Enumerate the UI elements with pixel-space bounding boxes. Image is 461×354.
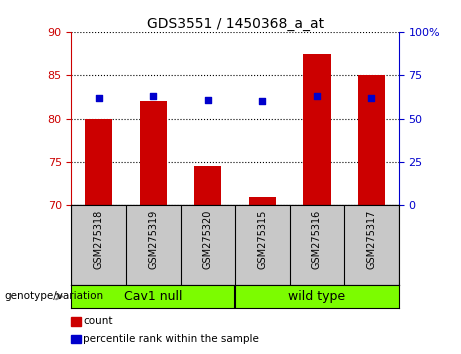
Bar: [194, 166, 221, 205]
Point: [313, 93, 321, 99]
Text: Cav1 null: Cav1 null: [124, 290, 183, 303]
Bar: [249, 196, 276, 205]
Text: GSM275320: GSM275320: [203, 209, 213, 269]
Bar: [85, 119, 112, 205]
Point: [204, 98, 212, 103]
Bar: [303, 53, 331, 205]
Text: genotype/variation: genotype/variation: [5, 291, 104, 302]
Bar: [140, 101, 167, 205]
Text: count: count: [83, 316, 112, 326]
Bar: [71, 335, 81, 343]
Text: GSM275319: GSM275319: [148, 209, 158, 269]
Title: GDS3551 / 1450368_a_at: GDS3551 / 1450368_a_at: [147, 17, 324, 31]
Text: GSM275318: GSM275318: [94, 209, 104, 269]
Point: [368, 95, 375, 101]
Point: [95, 95, 102, 101]
Bar: [71, 317, 81, 326]
Text: GSM275316: GSM275316: [312, 209, 322, 269]
Text: wild type: wild type: [289, 290, 345, 303]
Point: [259, 98, 266, 104]
Point: [149, 93, 157, 99]
Text: GSM275315: GSM275315: [257, 209, 267, 269]
Text: GSM275317: GSM275317: [366, 209, 377, 269]
Text: percentile rank within the sample: percentile rank within the sample: [83, 334, 259, 344]
Bar: [358, 75, 385, 205]
